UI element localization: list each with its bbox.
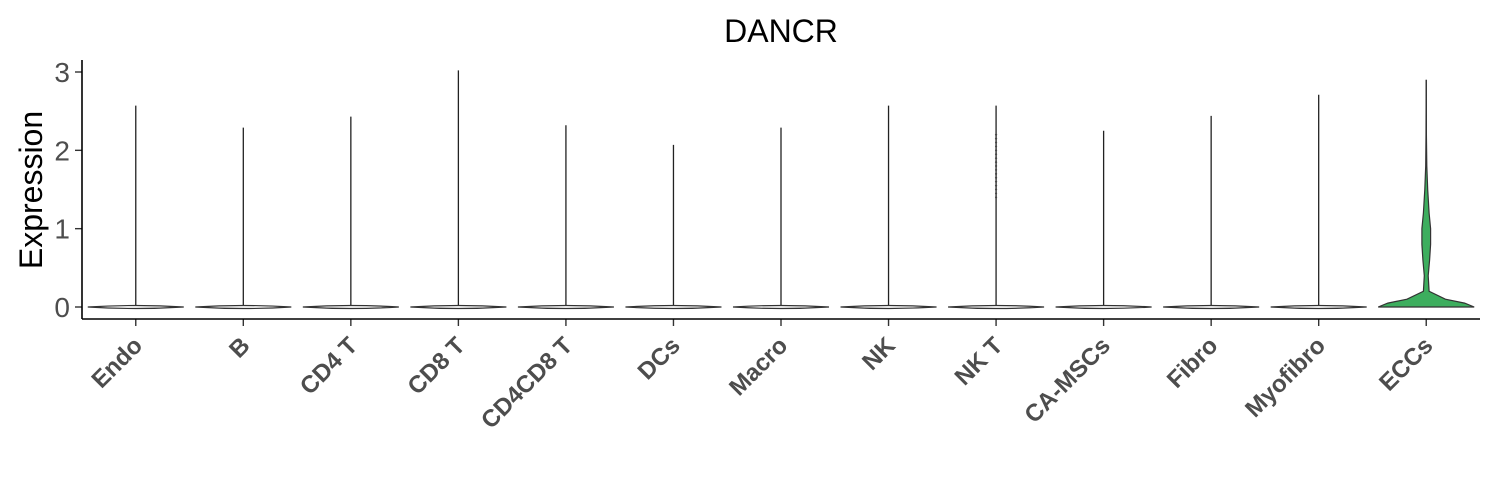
data-point: [994, 149, 998, 152]
violin-group: [195, 127, 292, 310]
chart-title: DANCR: [724, 13, 838, 49]
violin-group: [840, 105, 937, 310]
data-point: [994, 160, 998, 164]
data-point: [994, 153, 998, 156]
violin-shape: [840, 304, 937, 310]
data-point: [994, 196, 998, 199]
data-point: [994, 176, 998, 179]
x-tick-label: CD8 T: [403, 332, 471, 400]
data-point: [994, 184, 998, 187]
data-point: [994, 168, 998, 172]
violin-shape: [87, 304, 184, 310]
violin-group: [1377, 79, 1475, 308]
data-point: [994, 192, 998, 195]
x-tick-label: B: [224, 332, 255, 363]
x-tick-label: CD4CD8 T: [476, 332, 578, 434]
violin-shape: [1270, 304, 1367, 310]
violin-group: [1270, 94, 1367, 310]
violin-group: [410, 70, 507, 310]
x-tick-label: ECCs: [1374, 332, 1438, 396]
x-tick-label: NK T: [950, 332, 1009, 391]
violin-shape: [517, 304, 614, 310]
violin-group: [1055, 130, 1152, 310]
violin-group: [1163, 115, 1260, 310]
plot-area: 0 1 2 3 Endo B CD4 T CD8 T CD4CD8 T DCs Macro NK NK …: [54, 57, 1475, 434]
data-point: [994, 180, 998, 183]
x-tick-label: CD4 T: [295, 332, 363, 400]
violin-shape: [948, 304, 1045, 310]
violin-shape: [410, 304, 507, 310]
y-tick-label: 1: [54, 214, 70, 245]
violin-shape: [302, 304, 399, 310]
violin-group: [302, 116, 399, 310]
x-tick-label: Fibro: [1162, 332, 1224, 394]
violin-shape: [625, 304, 722, 310]
x-tick-label: Endo: [86, 332, 148, 394]
data-point: [994, 164, 998, 168]
data-point: [994, 137, 998, 140]
x-tick-label: NK: [857, 332, 901, 376]
x-tick-label: CA-MSCs: [1019, 332, 1115, 428]
violin-group: [517, 125, 614, 310]
violin-group: [948, 105, 1045, 310]
data-point: [994, 141, 998, 144]
violin-shape: [1055, 304, 1152, 310]
violin-shape: [732, 304, 830, 310]
data-point: [994, 157, 998, 160]
y-tick-label: 3: [54, 57, 70, 88]
y-axis-label: Expression: [13, 111, 49, 269]
violin-shape: [1163, 304, 1260, 310]
violin-group: [732, 127, 830, 310]
violin-shape: [1377, 79, 1475, 308]
y-tick-label: 2: [54, 135, 70, 166]
x-tick-label: Myofibro: [1240, 332, 1331, 423]
y-tick-label: 0: [54, 292, 70, 323]
violin-group: [87, 105, 184, 310]
data-point: [994, 145, 998, 148]
x-tick-label: DCs: [633, 332, 686, 385]
x-tick-label: Macro: [724, 332, 793, 401]
data-point: [994, 172, 998, 175]
data-point: [994, 188, 998, 191]
violin-group: [625, 144, 722, 310]
data-point: [994, 133, 998, 136]
violin-shape: [195, 304, 292, 310]
